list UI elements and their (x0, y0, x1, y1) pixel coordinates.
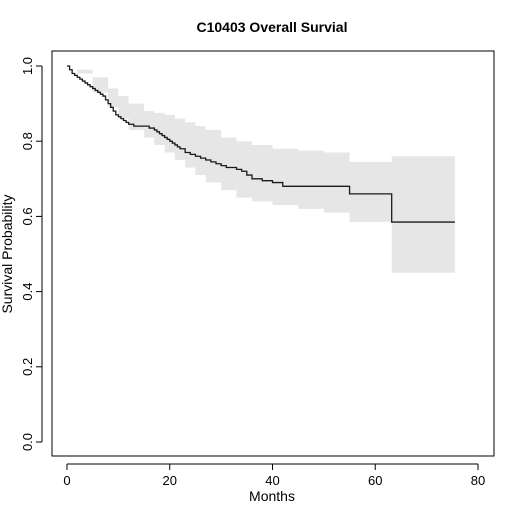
x-tick-label: 40 (265, 473, 279, 488)
y-tick-label: 0.4 (20, 283, 35, 301)
y-tick-label: 0.6 (20, 207, 35, 225)
x-tick-label: 60 (368, 473, 382, 488)
x-tick-label: 0 (63, 473, 70, 488)
y-tick-label: 0.0 (20, 433, 35, 451)
y-tick-label: 0.8 (20, 132, 35, 150)
survival-curve (67, 65, 455, 223)
plot-area (67, 65, 455, 273)
x-axis: 0 20 40 60 80 (63, 463, 485, 488)
confidence-band (67, 66, 455, 273)
y-tick-label: 0.2 (20, 358, 35, 376)
y-axis-label: Survival Probability (0, 194, 15, 313)
chart-title: C10403 Overall Survial (197, 19, 348, 35)
x-tick-label: 20 (163, 473, 177, 488)
x-tick-label: 80 (471, 473, 485, 488)
plot-frame (51, 50, 495, 457)
x-axis-label: Months (249, 488, 295, 504)
y-axis: 0.0 0.2 0.4 0.6 0.8 1.0 (20, 57, 43, 451)
y-tick-label: 1.0 (20, 57, 35, 75)
